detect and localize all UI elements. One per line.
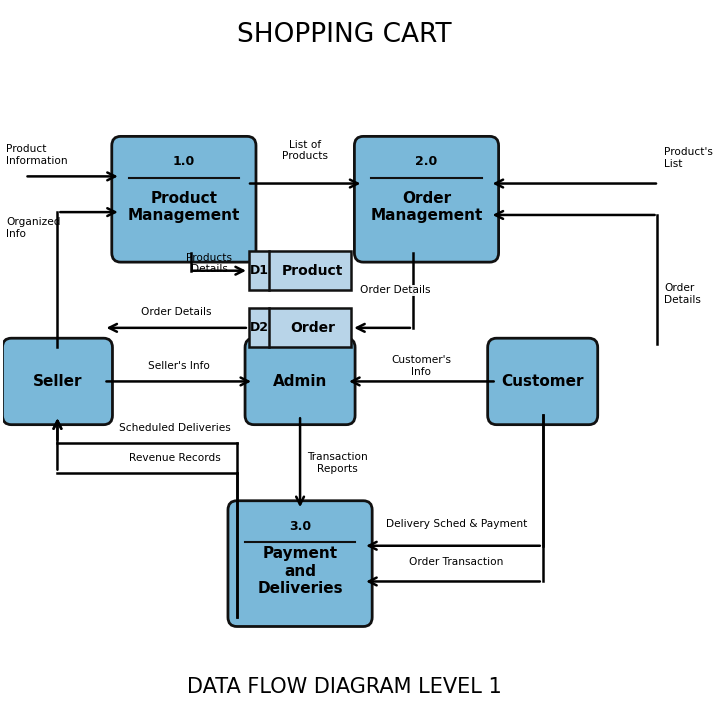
Text: Admin: Admin	[273, 374, 328, 389]
Text: Organized
Info: Organized Info	[6, 217, 60, 238]
Text: Order
Management: Order Management	[370, 191, 482, 223]
Text: Customer: Customer	[501, 374, 584, 389]
Text: Order Details: Order Details	[361, 285, 431, 295]
Text: Transaction
Reports: Transaction Reports	[307, 452, 368, 474]
FancyBboxPatch shape	[487, 338, 598, 425]
Text: Delivery Sched & Payment: Delivery Sched & Payment	[386, 519, 527, 529]
Bar	[249, 251, 351, 290]
Text: Seller's Info: Seller's Info	[148, 361, 210, 371]
FancyBboxPatch shape	[228, 500, 372, 626]
Text: 1.0: 1.0	[173, 156, 195, 168]
Text: D2: D2	[250, 321, 269, 334]
Text: Order: Order	[290, 321, 335, 335]
Text: SHOPPING CART: SHOPPING CART	[237, 22, 452, 48]
Text: Order Transaction: Order Transaction	[409, 557, 503, 567]
FancyBboxPatch shape	[354, 136, 499, 262]
Text: D1: D1	[250, 264, 269, 277]
FancyBboxPatch shape	[245, 338, 355, 425]
Text: 3.0: 3.0	[289, 520, 311, 533]
Text: Payment
and
Deliveries: Payment and Deliveries	[257, 546, 343, 596]
Text: Order
Details: Order Details	[665, 283, 701, 305]
Text: Product
Information: Product Information	[6, 144, 68, 166]
Text: 2.0: 2.0	[415, 156, 438, 168]
FancyBboxPatch shape	[112, 136, 256, 262]
FancyBboxPatch shape	[2, 338, 112, 425]
Text: List of
Products: List of Products	[282, 140, 328, 161]
Text: Product
Management: Product Management	[127, 191, 240, 223]
Text: Seller: Seller	[32, 374, 82, 389]
Text: Customer's
Info: Customer's Info	[392, 355, 451, 377]
Text: Products
Details: Products Details	[186, 253, 232, 274]
Text: Product's
List: Product's List	[665, 147, 714, 168]
Text: Product: Product	[282, 264, 343, 278]
Text: Revenue Records: Revenue Records	[129, 453, 220, 462]
Text: DATA FLOW DIAGRAM LEVEL 1: DATA FLOW DIAGRAM LEVEL 1	[187, 678, 502, 697]
Bar	[249, 308, 351, 348]
Text: Scheduled Deliveries: Scheduled Deliveries	[119, 423, 230, 433]
Text: Order Details: Order Details	[141, 307, 212, 317]
